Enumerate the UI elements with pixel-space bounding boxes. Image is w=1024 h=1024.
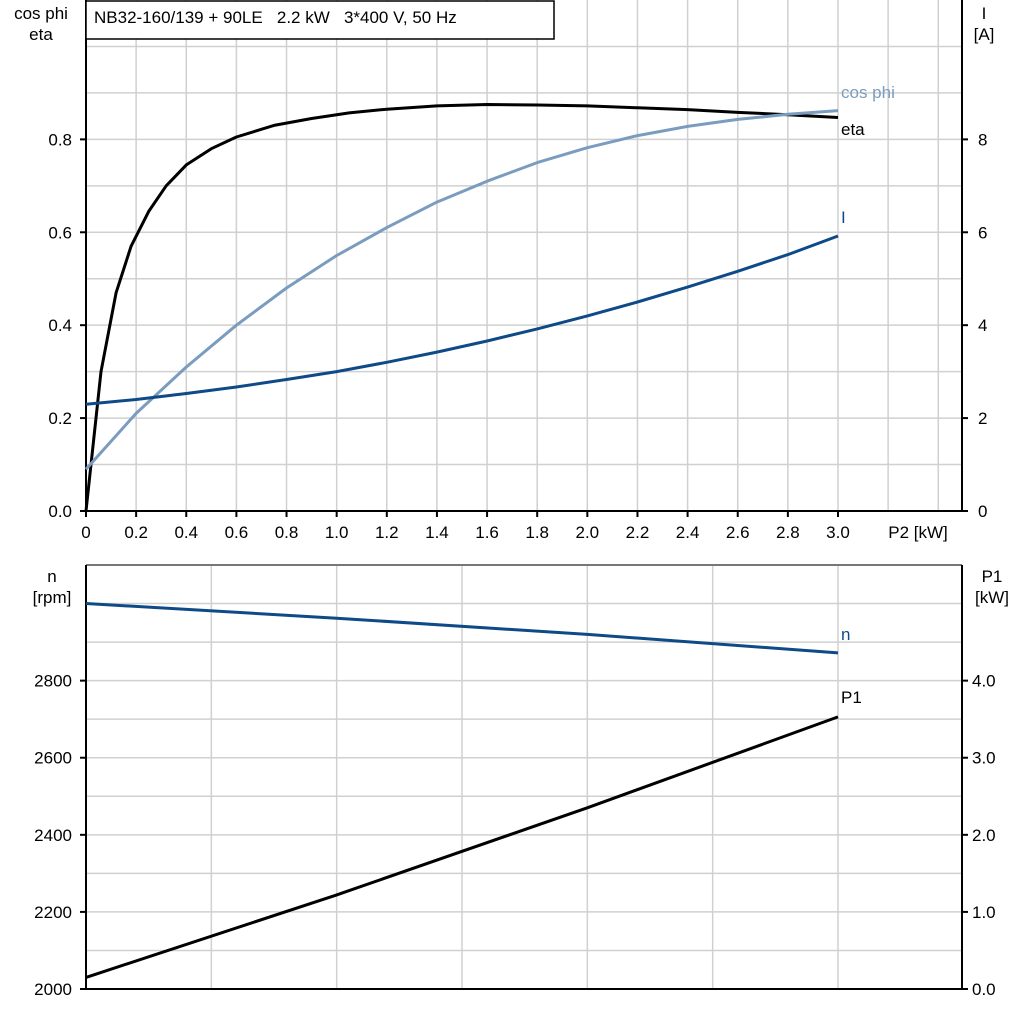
y-left-tick-label: 2400 (34, 826, 72, 845)
x-tick-label: 2.2 (626, 523, 650, 542)
y-right-tick-label: 2 (978, 409, 987, 428)
y-left-tick-label: 2000 (34, 980, 72, 999)
x-tick-label: 1.2 (375, 523, 399, 542)
y-right-tick-label: 0 (978, 502, 987, 521)
eta-curve (84, 103, 839, 512)
y-right-tick-label: 6 (978, 223, 987, 242)
speed-series-label: n (841, 625, 850, 644)
y-left-axis-label: cos phi (14, 4, 68, 23)
cos-phi-series-label: cos phi (841, 83, 895, 102)
title-box (85, 0, 555, 40)
x-tick-label: 1.6 (475, 523, 499, 542)
y-left-tick-label: 0.4 (48, 316, 72, 335)
y-left-axis-label: [rpm] (33, 588, 72, 607)
y-right-tick-label: 2.0 (972, 826, 996, 845)
x-tick-label: 2.0 (576, 523, 600, 542)
y-left-tick-label: 0.6 (48, 223, 72, 242)
y-right-tick-label: 4.0 (972, 672, 996, 691)
x-tick-label: 0.8 (275, 523, 299, 542)
x-axis-label: P2 [kW] (888, 523, 948, 542)
y-left-axis-label: n (47, 567, 56, 586)
y-left-axis-label: eta (29, 25, 53, 44)
chart-marks (84, 103, 839, 979)
x-tick-label: 1.8 (525, 523, 549, 542)
top-grid (80, 0, 968, 517)
p1-series-label: P1 (841, 688, 862, 707)
p1-curve (85, 715, 839, 979)
y-left-tick-label: 2600 (34, 749, 72, 768)
y-left-tick-label: 2800 (34, 672, 72, 691)
y-right-tick-label: 8 (978, 130, 987, 149)
y-left-tick-label: 0.0 (48, 502, 72, 521)
x-tick-label: 3.0 (826, 523, 850, 542)
y-left-tick-label: 0.8 (48, 130, 72, 149)
current-series-label: I (841, 208, 846, 227)
y-right-tick-label: 4 (978, 316, 987, 335)
y-right-axis-label: I (982, 4, 987, 23)
x-tick-label: 2.6 (726, 523, 750, 542)
y-left-tick-label: 0.2 (48, 409, 72, 428)
chart-texts: 0 0.2 0.4 0.6 0.8 1.0 1.2 1.4 1.6 1.8 2.0 2.2 2.4 2.6… (14, 4, 1009, 999)
y-right-tick-label: 0.0 (972, 980, 996, 999)
y-right-axis-label: P1 (982, 567, 1003, 586)
x-tick-label: 1.0 (325, 523, 349, 542)
x-tick-label: 0.6 (225, 523, 249, 542)
y-right-tick-label: 3.0 (972, 749, 996, 768)
x-tick-label: 0.2 (124, 523, 148, 542)
x-tick-label: 2.8 (776, 523, 800, 542)
chart-title: NB32-160/139 + 90LE 2.2 kW 3*400 V, 50 H… (94, 8, 457, 27)
x-tick-label: 0.4 (174, 523, 198, 542)
y-right-axis-label: [A] (974, 25, 995, 44)
y-right-tick-label: 1.0 (972, 903, 996, 922)
x-tick-label: 1.4 (425, 523, 449, 542)
bottom-grid (80, 564, 968, 990)
x-tick-label: 0 (81, 523, 90, 542)
speed-curve (85, 602, 839, 655)
eta-series-label: eta (841, 120, 865, 139)
y-left-tick-label: 2200 (34, 903, 72, 922)
x-tick-label: 2.4 (676, 523, 700, 542)
cos-phi-curve (84, 109, 839, 471)
y-right-axis-label: [kW] (975, 588, 1009, 607)
current-curve (85, 234, 839, 406)
